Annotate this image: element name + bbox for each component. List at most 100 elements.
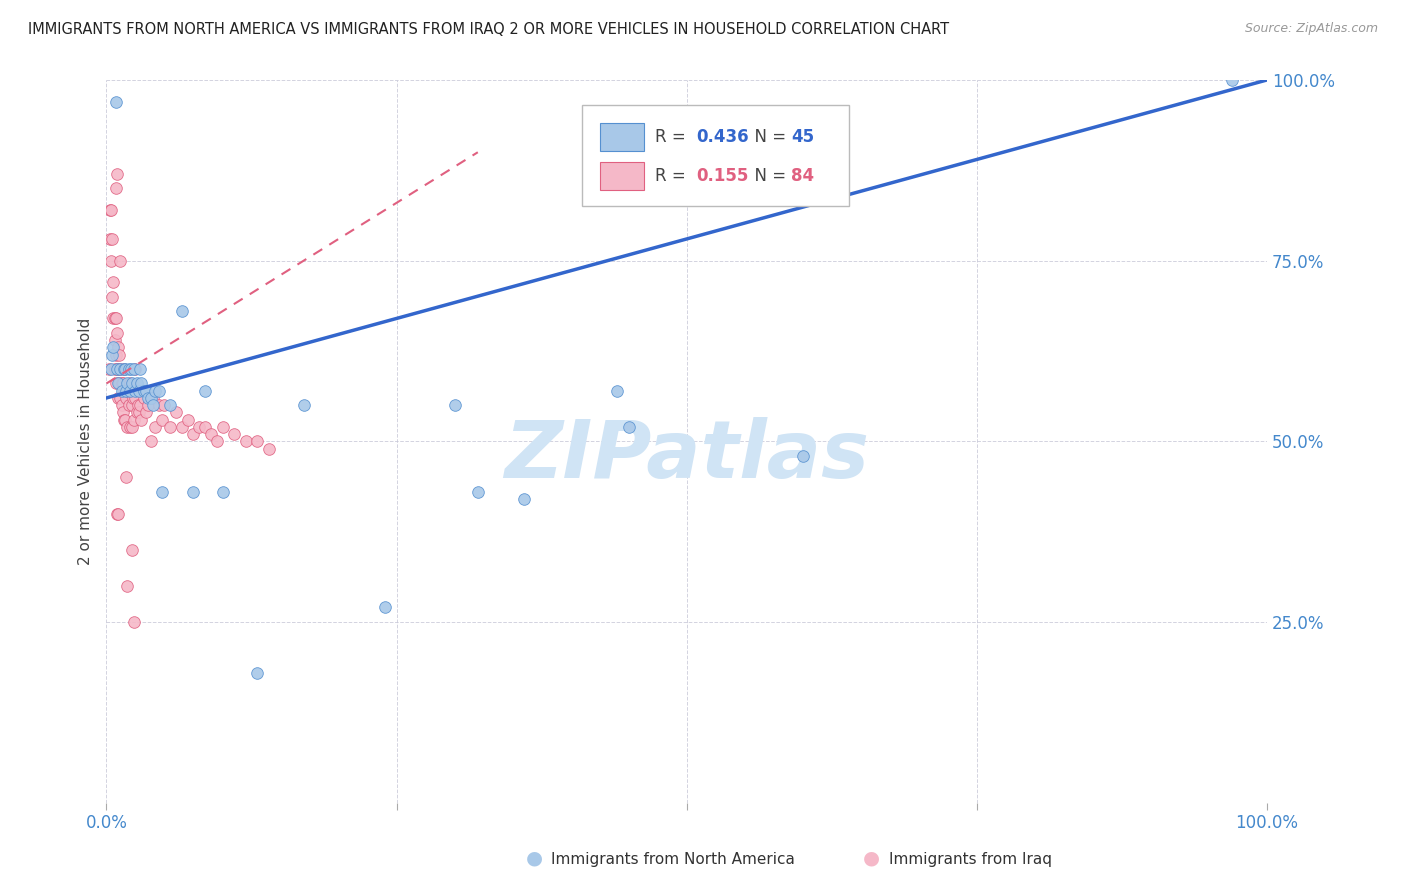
Point xyxy=(110,398,132,412)
Point xyxy=(246,665,269,680)
Point xyxy=(205,434,228,449)
Text: ●: ● xyxy=(863,848,880,867)
Point xyxy=(117,398,139,412)
Point xyxy=(124,412,146,426)
Point xyxy=(104,181,127,195)
Point xyxy=(120,384,142,398)
Point xyxy=(467,484,489,499)
FancyBboxPatch shape xyxy=(582,105,849,206)
Point xyxy=(100,253,122,268)
Text: Immigrants from Iraq: Immigrants from Iraq xyxy=(889,852,1052,867)
Point xyxy=(374,600,396,615)
Point xyxy=(103,275,125,289)
Point xyxy=(617,420,640,434)
Point xyxy=(235,434,257,449)
Point xyxy=(121,542,143,557)
Text: 45: 45 xyxy=(792,128,814,146)
Point xyxy=(183,427,205,442)
Text: R =: R = xyxy=(655,167,692,185)
Point xyxy=(132,391,155,405)
Text: IMMIGRANTS FROM NORTH AMERICA VS IMMIGRANTS FROM IRAQ 2 OR MORE VEHICLES IN HOUS: IMMIGRANTS FROM NORTH AMERICA VS IMMIGRA… xyxy=(28,22,949,37)
Point xyxy=(110,362,132,376)
Point xyxy=(129,362,152,376)
Point xyxy=(103,311,125,326)
Point xyxy=(124,391,146,405)
Point xyxy=(117,362,139,376)
Point xyxy=(150,484,173,499)
Point xyxy=(443,398,465,412)
Point xyxy=(183,484,205,499)
Point xyxy=(105,326,128,340)
Point xyxy=(150,412,173,426)
Point xyxy=(107,340,129,354)
Point xyxy=(135,384,157,398)
Point xyxy=(104,95,127,109)
Point xyxy=(124,362,146,376)
Point xyxy=(176,412,198,426)
Point xyxy=(159,398,181,412)
Point xyxy=(513,492,536,507)
Text: Source: ZipAtlas.com: Source: ZipAtlas.com xyxy=(1244,22,1378,36)
Point xyxy=(101,232,124,246)
FancyBboxPatch shape xyxy=(599,123,644,151)
Point xyxy=(105,167,128,181)
Point xyxy=(112,384,135,398)
Point xyxy=(124,384,146,398)
Point xyxy=(110,384,132,398)
Point xyxy=(110,362,132,376)
Point xyxy=(100,202,122,217)
Point xyxy=(112,412,135,426)
Point xyxy=(125,405,148,419)
Text: ●: ● xyxy=(526,848,543,867)
Point xyxy=(103,311,125,326)
Point xyxy=(792,449,814,463)
Point xyxy=(170,420,193,434)
Point xyxy=(114,412,136,426)
Point xyxy=(128,384,150,398)
Point xyxy=(194,420,217,434)
Point xyxy=(1220,73,1243,87)
Point xyxy=(105,362,128,376)
Point xyxy=(107,362,129,376)
Point xyxy=(224,427,246,442)
Point xyxy=(108,348,131,362)
Point xyxy=(107,391,129,405)
Point xyxy=(136,391,159,405)
Point xyxy=(104,376,127,391)
Text: 84: 84 xyxy=(792,167,814,185)
Point xyxy=(118,384,141,398)
Text: N =: N = xyxy=(744,167,792,185)
FancyBboxPatch shape xyxy=(599,162,644,190)
Point xyxy=(143,420,166,434)
Point xyxy=(211,484,233,499)
Point xyxy=(132,384,155,398)
Point xyxy=(103,362,125,376)
Point xyxy=(111,376,134,391)
Point xyxy=(108,376,131,391)
Point xyxy=(115,470,138,484)
Point xyxy=(165,405,187,419)
Point xyxy=(117,420,139,434)
Point xyxy=(148,384,170,398)
Point xyxy=(136,398,159,412)
Point xyxy=(103,340,125,354)
Point xyxy=(114,384,136,398)
Point xyxy=(110,253,132,268)
Point xyxy=(117,579,139,593)
Point xyxy=(124,615,146,629)
Point xyxy=(101,348,124,362)
Point xyxy=(111,405,134,419)
Point xyxy=(121,398,143,412)
Point xyxy=(139,434,162,449)
Point xyxy=(100,362,122,376)
Point xyxy=(153,398,176,412)
Point xyxy=(127,398,149,412)
Point xyxy=(103,333,125,347)
Point xyxy=(105,507,128,521)
Point xyxy=(200,427,222,442)
Point xyxy=(97,362,120,376)
Point xyxy=(105,362,128,376)
Point xyxy=(107,376,129,391)
Point xyxy=(110,376,132,391)
Point xyxy=(143,384,166,398)
